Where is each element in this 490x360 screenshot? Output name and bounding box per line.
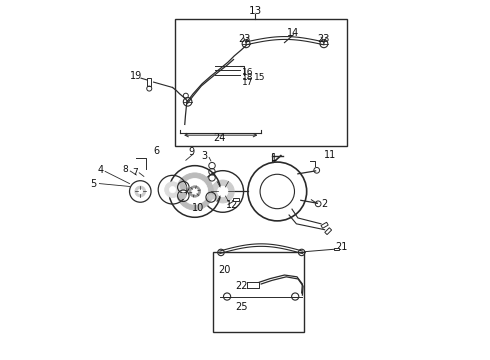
Text: 20: 20 — [219, 265, 231, 275]
Text: 18: 18 — [242, 73, 254, 82]
Circle shape — [165, 182, 180, 198]
Circle shape — [182, 179, 208, 204]
Text: 19: 19 — [129, 71, 142, 81]
Text: 10: 10 — [192, 203, 204, 213]
Text: 9: 9 — [189, 147, 195, 157]
Polygon shape — [147, 78, 151, 86]
Circle shape — [180, 193, 186, 199]
Text: 7: 7 — [132, 168, 138, 177]
Circle shape — [192, 188, 198, 194]
Text: 3: 3 — [202, 151, 208, 161]
Text: 8: 8 — [122, 165, 128, 174]
Text: 2: 2 — [321, 199, 327, 210]
Circle shape — [135, 186, 146, 197]
Text: 21: 21 — [336, 242, 348, 252]
Text: 22: 22 — [235, 281, 247, 291]
Text: 6: 6 — [153, 146, 159, 156]
Text: 1: 1 — [270, 153, 277, 163]
Text: 5: 5 — [91, 179, 97, 189]
Text: 17: 17 — [242, 78, 254, 87]
Circle shape — [176, 173, 213, 210]
Circle shape — [138, 189, 143, 194]
Polygon shape — [325, 228, 332, 235]
Polygon shape — [321, 222, 328, 228]
Circle shape — [180, 184, 186, 190]
Text: 12: 12 — [225, 200, 238, 210]
Circle shape — [208, 195, 214, 200]
Bar — [213, 252, 304, 332]
Text: 23: 23 — [317, 34, 329, 44]
Text: 15: 15 — [254, 73, 265, 82]
Text: 23: 23 — [238, 34, 250, 44]
Text: 24: 24 — [214, 133, 226, 143]
Polygon shape — [334, 248, 339, 250]
Text: 11: 11 — [324, 150, 337, 160]
Text: 4: 4 — [98, 165, 103, 175]
Circle shape — [170, 186, 176, 193]
Polygon shape — [233, 198, 239, 201]
Circle shape — [211, 180, 234, 203]
Text: 25: 25 — [235, 302, 247, 312]
Bar — [175, 19, 347, 146]
Circle shape — [189, 186, 200, 197]
Text: 16: 16 — [242, 68, 254, 77]
Text: 14: 14 — [287, 28, 299, 38]
Text: 13: 13 — [248, 6, 262, 17]
Circle shape — [218, 186, 228, 197]
